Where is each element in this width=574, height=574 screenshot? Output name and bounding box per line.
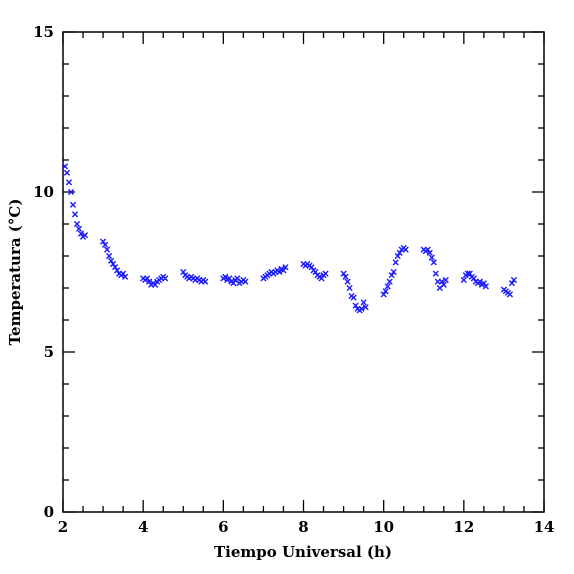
data-point: [392, 259, 399, 266]
data-point: [388, 272, 395, 279]
data-point: [466, 270, 473, 277]
data-point: [180, 268, 187, 276]
data-point: [226, 275, 233, 282]
data-point: [438, 278, 445, 285]
data-point: [346, 284, 353, 292]
data-point: [112, 264, 119, 271]
data-point: [242, 278, 249, 285]
y-tick-label: 15: [33, 23, 54, 41]
data-point: [69, 201, 77, 208]
data-point: [120, 270, 127, 277]
data-point: [103, 246, 111, 253]
data-point: [63, 169, 71, 176]
x-tick-label: 2: [58, 518, 68, 536]
data-point: [470, 275, 477, 282]
data-point: [282, 264, 289, 271]
data-point: [71, 211, 79, 218]
data-point: [460, 276, 467, 284]
data-point: [442, 276, 449, 284]
data-point: [144, 275, 151, 282]
data-point: [280, 267, 287, 274]
data-point: [482, 283, 489, 290]
data-point: [352, 302, 359, 309]
data-point: [162, 275, 169, 282]
x-tick-label: 8: [298, 518, 308, 536]
axis-ticks: [62, 31, 545, 513]
data-point: [110, 260, 117, 268]
data-point: [108, 257, 115, 264]
data-point: [230, 280, 237, 287]
x-tick-label: 12: [453, 518, 474, 536]
data-point: [476, 278, 483, 285]
data-point: [202, 278, 209, 285]
data-point: [344, 278, 351, 285]
data-point: [360, 299, 367, 306]
x-tick-label: 4: [138, 518, 148, 536]
data-point: [362, 304, 369, 311]
data-point: [390, 268, 397, 276]
data-point: [432, 270, 439, 277]
y-tick-label: 10: [33, 183, 54, 201]
x-axis-title: Tiempo Universal (h): [214, 543, 392, 561]
data-point: [146, 278, 153, 285]
x-tick-label: 6: [218, 518, 228, 536]
data-point: [73, 220, 81, 228]
data-points: [61, 163, 518, 314]
data-point: [426, 249, 433, 256]
data-point: [508, 280, 516, 287]
data-point: [322, 270, 329, 277]
data-point: [440, 281, 447, 288]
data-point: [342, 273, 349, 280]
y-tick-label: 5: [44, 343, 54, 361]
data-point: [81, 232, 89, 239]
data-point: [276, 268, 283, 276]
data-point: [402, 246, 409, 253]
data-point: [65, 179, 73, 186]
axis-tick-labels: 2 4 6 8 10 12 14 0 5 10 15: [33, 23, 554, 536]
data-point: [67, 188, 75, 196]
data-point: [122, 273, 129, 280]
data-point: [386, 278, 393, 285]
data-point: [222, 273, 229, 280]
data-point: [424, 246, 431, 253]
data-point: [384, 283, 391, 290]
data-point: [312, 268, 319, 276]
data-point: [480, 280, 487, 287]
data-point: [308, 264, 315, 271]
data-point: [101, 241, 109, 248]
data-point: [75, 225, 83, 232]
y-axis-title: Temperatura (°C): [6, 199, 24, 346]
x-tick-label: 10: [373, 518, 394, 536]
data-point: [61, 163, 69, 170]
data-point: [99, 238, 107, 245]
x-tick-label: 14: [534, 518, 555, 536]
data-point: [358, 305, 365, 312]
data-point: [382, 288, 389, 295]
y-tick-label: 0: [44, 503, 54, 521]
data-point: [114, 267, 121, 274]
data-point: [506, 291, 514, 298]
data-point: [428, 254, 435, 261]
data-point: [152, 281, 159, 288]
data-point: [396, 249, 403, 256]
data-point: [510, 276, 518, 284]
data-point: [106, 252, 113, 260]
data-point: [394, 252, 401, 260]
data-point: [430, 259, 437, 266]
data-point: [350, 294, 357, 301]
data-point: [77, 230, 85, 237]
data-point: [340, 270, 347, 277]
data-point: [380, 291, 387, 298]
data-point: [318, 275, 325, 282]
